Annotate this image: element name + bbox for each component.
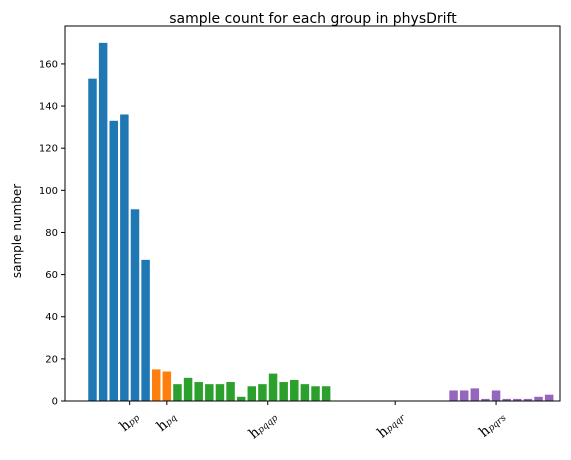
bar-series-0-0	[88, 78, 97, 402]
x-tick-label-0: hpp	[116, 409, 142, 435]
bar-series-4-6	[513, 398, 522, 401]
y-ticks-group: 0 20 40 60 80 100 120 140 160	[39, 59, 65, 408]
bar-series-0-2	[109, 120, 118, 402]
x-ticks-group: hpp hpq hpqqp hpqqr hpqrs	[116, 401, 509, 442]
bar-series-2-8	[258, 384, 267, 401]
y-tick-label-160: 160	[39, 59, 58, 70]
bar-series-0-1	[98, 42, 108, 401]
y-axis-label: sample number	[10, 184, 24, 278]
bar-series-2-0	[173, 384, 182, 401]
bar-series-0-4	[130, 209, 140, 401]
bar-series-4-8	[534, 396, 543, 401]
bar-series-0-5	[141, 259, 150, 401]
y-tick-label-40: 40	[45, 312, 58, 323]
bar-series-4-2	[470, 388, 480, 401]
bar-series-2-6	[236, 396, 246, 401]
bar-series-2-4	[215, 384, 225, 401]
bar-series-2-5	[226, 382, 235, 401]
bar-series-4-5	[502, 398, 511, 401]
y-tick-label-60: 60	[45, 270, 58, 281]
x-tick-label-4: hpqrs	[476, 409, 509, 440]
y-tick-label-0: 0	[52, 397, 58, 408]
bar-series-1-0	[151, 369, 161, 401]
bar-series-2-14	[321, 386, 331, 401]
bar-series-2-9	[268, 373, 278, 401]
bar-series-2-1	[183, 377, 193, 401]
bar-series-1-1	[162, 371, 172, 401]
y-tick-label-140: 140	[39, 102, 58, 113]
bar-series-4-1	[459, 390, 469, 401]
y-tick-label-20: 20	[45, 354, 58, 365]
y-tick-label-80: 80	[45, 228, 58, 239]
bar-series-4-3	[481, 398, 490, 401]
x-tick-label-1: hpq	[154, 409, 180, 435]
bar-series-2-11	[290, 379, 299, 401]
bar-series-2-13	[311, 386, 320, 401]
plot-frame	[64, 25, 561, 402]
y-tick-label-120: 120	[39, 144, 58, 155]
x-tick-label-2: hpqqp	[246, 409, 281, 442]
bar-series-2-10	[279, 382, 288, 401]
bars-group	[88, 42, 554, 402]
bar-series-0-3	[120, 114, 129, 401]
bar-series-4-7	[523, 398, 533, 401]
bar-series-2-12	[300, 384, 310, 401]
bar-series-4-0	[449, 390, 458, 401]
bar-series-2-7	[247, 386, 257, 401]
bar-series-2-3	[205, 384, 214, 401]
chart-title: sample count for each group in physDrift	[169, 11, 457, 27]
bar-series-4-4	[491, 390, 501, 401]
x-tick-label-3: hpqqr	[374, 409, 408, 441]
y-tick-label-100: 100	[39, 186, 58, 197]
bar-series-4-9	[544, 394, 554, 401]
bar-series-2-2	[194, 382, 203, 401]
